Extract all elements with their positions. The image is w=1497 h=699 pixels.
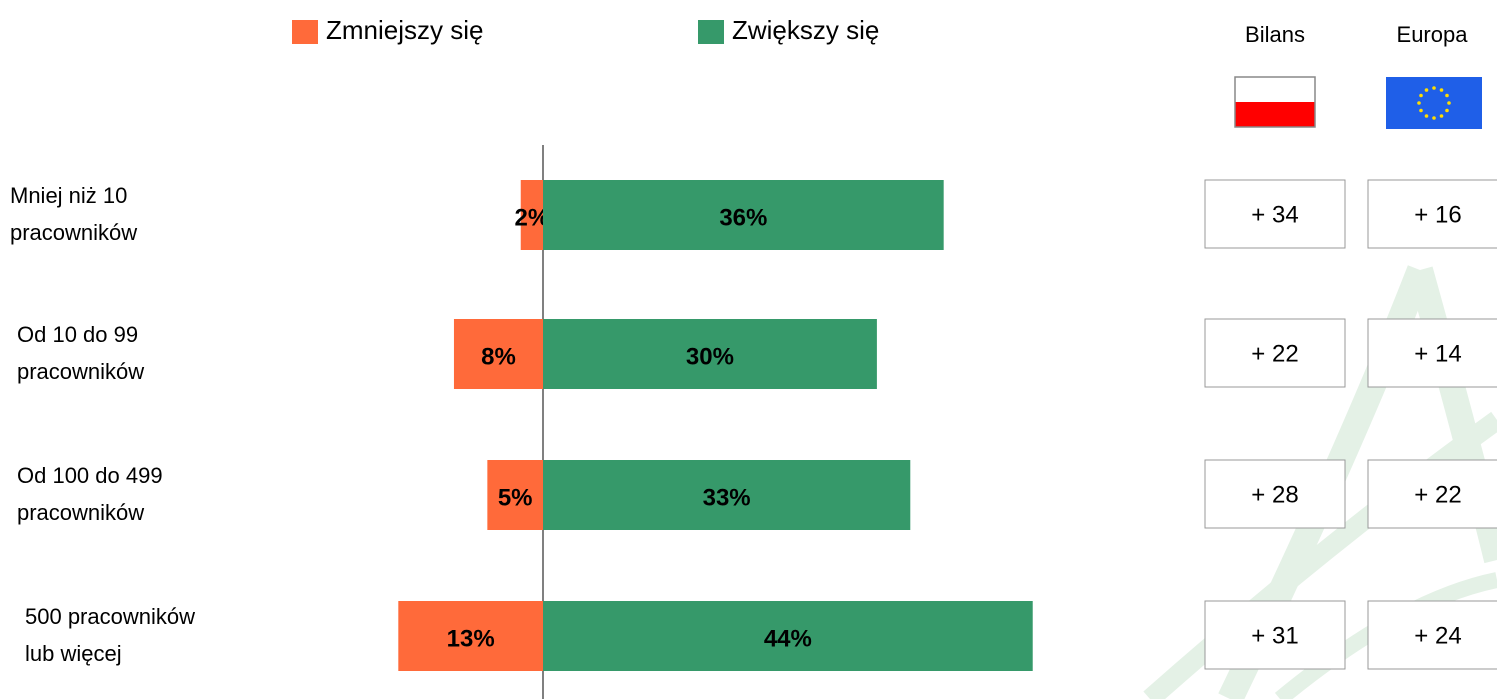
value-label: 8%: [481, 343, 516, 370]
category-label: 500 pracowników lub więcej: [25, 598, 195, 672]
star: [1445, 109, 1449, 113]
poland-flag: [1235, 77, 1315, 127]
value-label: 30%: [686, 343, 734, 370]
legend-swatch: [698, 20, 724, 44]
star: [1417, 101, 1421, 105]
star: [1432, 86, 1436, 90]
star: [1425, 114, 1429, 118]
legend-label: Zwiększy się: [732, 15, 879, 45]
legend-label: Zmniejszy się: [326, 15, 483, 45]
table-cell: + 31: [1251, 622, 1298, 649]
value-label: 36%: [719, 204, 767, 231]
category-label: Od 100 do 499 pracowników: [17, 457, 163, 531]
value-label: 13%: [447, 625, 495, 652]
star: [1445, 94, 1449, 98]
star: [1432, 116, 1436, 120]
eu-flag: [1386, 77, 1482, 129]
table-cell: + 22: [1251, 340, 1298, 367]
table-cell: + 16: [1414, 201, 1461, 228]
table-cell: + 22: [1414, 481, 1461, 508]
table-cell: + 24: [1414, 622, 1461, 649]
category-label: Mniej niż 10 pracowników: [10, 177, 137, 251]
chart: Zmniejszy się Zwiększy się Bilans Europa…: [0, 0, 1497, 699]
table-cell: + 28: [1251, 481, 1298, 508]
star: [1447, 101, 1451, 105]
table-cell: + 14: [1414, 340, 1461, 367]
table-cell: + 34: [1251, 201, 1298, 228]
value-label: 44%: [764, 625, 812, 652]
value-label: 5%: [498, 484, 533, 511]
legend-swatch: [292, 20, 318, 44]
category-label: Od 10 do 99 pracowników: [17, 316, 144, 390]
column-header: Europa: [1397, 22, 1469, 47]
star: [1419, 109, 1423, 113]
value-label: 33%: [703, 484, 751, 511]
star: [1419, 94, 1423, 98]
column-header: Bilans: [1245, 22, 1305, 47]
star: [1440, 114, 1444, 118]
star: [1440, 88, 1444, 92]
page: Zmniejszy się Zwiększy się Bilans Europa…: [0, 0, 1497, 699]
star: [1425, 88, 1429, 92]
